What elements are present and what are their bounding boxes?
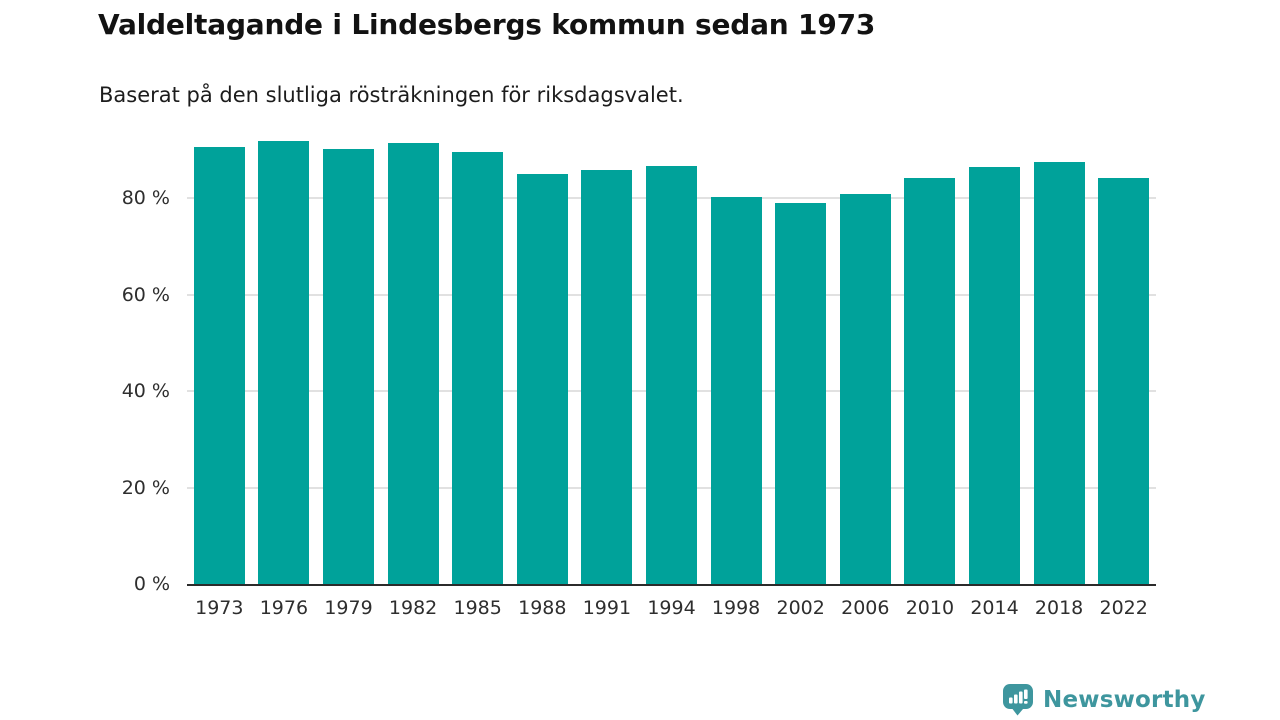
bar-1973 — [193, 146, 245, 584]
bar-2018 — [1033, 162, 1085, 584]
x-tick-label: 1988 — [518, 597, 567, 619]
x-tick-label: 1979 — [324, 597, 373, 619]
x-tick-label: 2014 — [970, 597, 1019, 619]
x-tick-label: 1998 — [711, 597, 761, 619]
bar-1976 — [258, 141, 310, 584]
bar-2022 — [1098, 177, 1150, 584]
bar-1982 — [387, 143, 439, 584]
bar-1994 — [646, 165, 697, 584]
y-tick-label: 80 % — [121, 187, 170, 210]
bar-2006 — [839, 194, 891, 584]
logo-mini-bars — [1009, 689, 1028, 704]
y-axis-tick-labels: 0 % 20 % 40 % 60 % 80 % — [0, 102, 170, 595]
chart-title: Valdeltagande i Lindesbergs kommun sedan… — [98, 8, 876, 41]
chart-subtitle: Baserat på den slutliga rösträkningen fö… — [99, 83, 684, 107]
x-tick-label: 2018 — [1034, 597, 1084, 619]
x-tick-label: 2006 — [841, 597, 890, 619]
x-axis-tick-labels: 1973 1976 1979 1982 1985 1988 1991 1994 1998 2002… — [187, 597, 1156, 623]
bar-1988 — [516, 173, 568, 584]
x-tick-label: 2022 — [1099, 597, 1148, 619]
newsworthy-logo-icon — [1003, 684, 1033, 716]
newsworthy-logo-text: Newsworthy — [1043, 686, 1206, 713]
bar-2002 — [775, 202, 827, 584]
y-tick-label: 60 % — [121, 283, 170, 306]
x-tick-label: 2002 — [776, 597, 825, 619]
bar-1979 — [323, 148, 374, 584]
x-tick-label: 1976 — [259, 597, 309, 619]
bar-2010 — [904, 177, 956, 584]
y-tick-label: 20 % — [121, 476, 170, 499]
x-tick-label: 1982 — [388, 597, 438, 619]
y-tick-label: 40 % — [121, 380, 170, 403]
x-tick-label: 1973 — [195, 597, 244, 619]
x-tick-label: 2010 — [905, 597, 955, 619]
plot-area — [187, 102, 1156, 586]
bar-1985 — [452, 151, 504, 584]
newsworthy-logo: Newsworthy — [1002, 683, 1206, 716]
bar-1991 — [581, 170, 633, 584]
x-tick-label: 1991 — [582, 597, 632, 619]
bar-1998 — [710, 196, 762, 584]
x-tick-label: 1985 — [453, 597, 502, 619]
x-tick-label: 1994 — [647, 597, 696, 619]
y-tick-label: 0 % — [133, 573, 170, 595]
bar-2014 — [969, 166, 1020, 584]
